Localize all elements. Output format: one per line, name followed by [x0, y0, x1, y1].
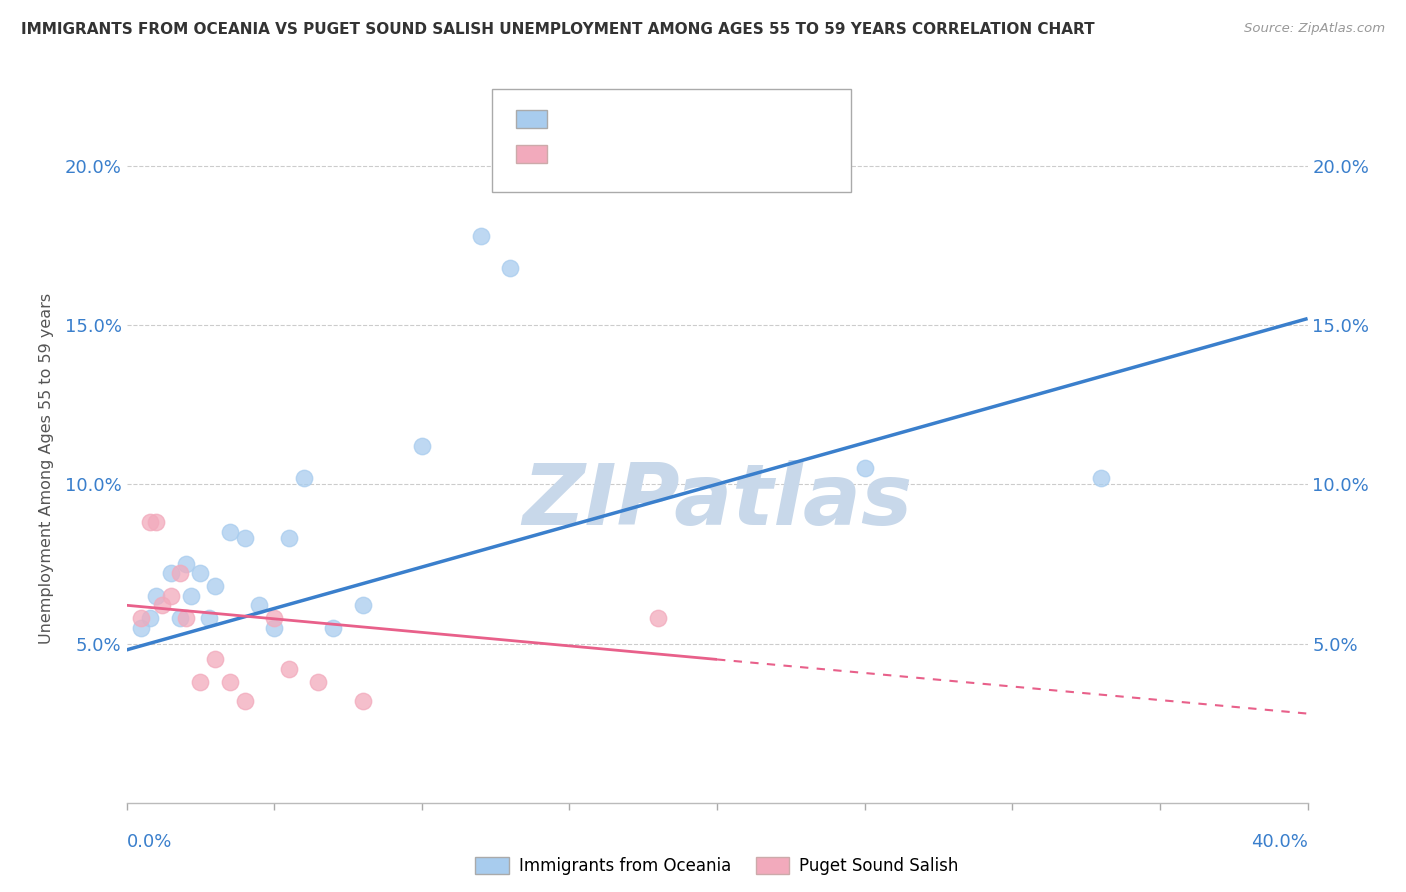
Point [499, 260, 522, 275]
Text: 40.0%: 40.0% [1251, 833, 1308, 851]
Point [188, 674, 211, 689]
Text: -0.352: -0.352 [593, 145, 652, 163]
Point [263, 621, 285, 635]
Point [180, 589, 202, 603]
Point [145, 589, 167, 603]
Point [307, 674, 329, 689]
Text: N =: N = [650, 110, 697, 128]
Point [139, 516, 162, 530]
Point [188, 566, 211, 581]
Point [470, 228, 492, 243]
Text: 16: 16 [696, 145, 718, 163]
Point [219, 524, 242, 539]
Text: ZIPatlas: ZIPatlas [522, 460, 912, 543]
Text: R =: R = [558, 145, 595, 163]
Point [853, 461, 876, 475]
Point [647, 611, 669, 625]
Point [263, 611, 285, 625]
Point [174, 611, 197, 625]
Point [322, 621, 344, 635]
Point [159, 566, 183, 581]
Point [169, 566, 191, 581]
Point [247, 599, 270, 613]
Point [411, 439, 433, 453]
Point [145, 516, 167, 530]
Text: 0.377: 0.377 [593, 110, 652, 128]
Point [169, 611, 191, 625]
Text: 0.0%: 0.0% [127, 833, 172, 851]
Point [198, 611, 221, 625]
Point [352, 694, 374, 708]
Text: 23: 23 [696, 110, 720, 128]
Point [292, 471, 315, 485]
Point [159, 589, 183, 603]
Text: N =: N = [654, 145, 702, 163]
Point [204, 579, 226, 593]
Point [278, 532, 301, 546]
Point [219, 674, 242, 689]
Point [129, 621, 153, 635]
Point [352, 599, 374, 613]
Point [204, 652, 226, 666]
Text: Source: ZipAtlas.com: Source: ZipAtlas.com [1244, 22, 1385, 36]
Point [174, 557, 197, 571]
Y-axis label: Unemployment Among Ages 55 to 59 years: Unemployment Among Ages 55 to 59 years [38, 293, 53, 644]
Point [278, 662, 301, 676]
Text: IMMIGRANTS FROM OCEANIA VS PUGET SOUND SALISH UNEMPLOYMENT AMONG AGES 55 TO 59 Y: IMMIGRANTS FROM OCEANIA VS PUGET SOUND S… [21, 22, 1095, 37]
Point [129, 611, 153, 625]
Legend: Immigrants from Oceania, Puget Sound Salish: Immigrants from Oceania, Puget Sound Sal… [468, 850, 966, 881]
Point [1090, 471, 1112, 485]
Point [233, 532, 256, 546]
Point [233, 694, 256, 708]
Point [150, 599, 173, 613]
Point [139, 611, 162, 625]
Text: R =: R = [558, 110, 595, 128]
